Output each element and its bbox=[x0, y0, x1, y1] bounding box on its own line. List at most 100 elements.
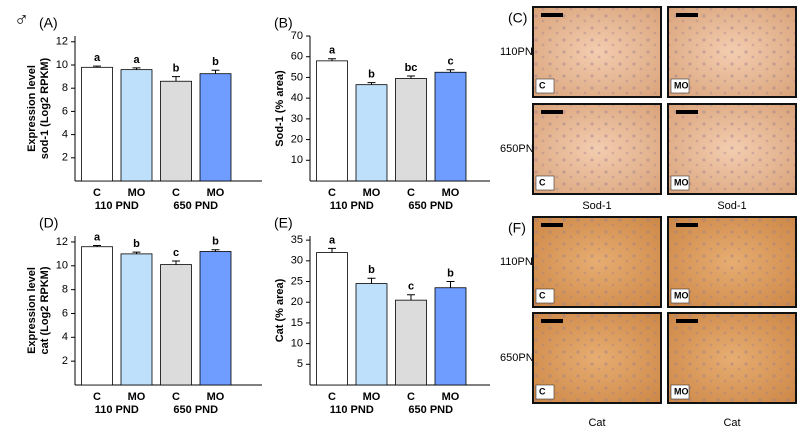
scale-bar bbox=[676, 110, 698, 114]
x-tick-label: C bbox=[407, 391, 415, 403]
y-axis-label: sod-1 (Log2 RPKM) bbox=[39, 57, 51, 159]
bar bbox=[160, 80, 192, 182]
error-bar bbox=[211, 249, 220, 252]
group-label: 110 PND bbox=[95, 200, 139, 212]
error-bar bbox=[407, 75, 415, 79]
scale-bar bbox=[541, 319, 563, 323]
bar bbox=[316, 60, 348, 182]
error-bar bbox=[407, 294, 415, 301]
y-tick-label: 70 bbox=[291, 30, 303, 42]
stain-label: Cat bbox=[723, 417, 740, 429]
y-tick-label: 2 bbox=[62, 355, 68, 367]
tag-box bbox=[670, 78, 690, 94]
x-tick-label: MO bbox=[442, 187, 460, 199]
panel-label: (B) bbox=[274, 15, 293, 31]
significance-letter: a bbox=[94, 52, 101, 64]
y-tick-label: 40 bbox=[291, 92, 303, 104]
y-tick-label: 10 bbox=[291, 154, 303, 166]
row-label: 650PND bbox=[500, 143, 542, 155]
y-tick-label: 10 bbox=[56, 59, 68, 71]
y-tick-label: 4 bbox=[62, 331, 68, 343]
y-tick-label: 30 bbox=[291, 255, 303, 267]
x-tick-label: C bbox=[93, 187, 101, 199]
bar bbox=[434, 71, 467, 182]
significance-letter: b bbox=[447, 267, 454, 279]
y-axis-label: cat (Log2 RPKM) bbox=[39, 266, 51, 354]
scale-bar bbox=[676, 13, 698, 17]
error-bar bbox=[93, 245, 101, 247]
significance-letter: c bbox=[447, 56, 453, 68]
group-tag: C bbox=[539, 290, 546, 300]
error-bar bbox=[367, 82, 376, 85]
micrograph-texture bbox=[669, 218, 795, 306]
error-bar bbox=[132, 251, 141, 254]
group-label: 650 PND bbox=[173, 404, 218, 416]
bar bbox=[81, 66, 113, 182]
group-label: 650 PND bbox=[408, 404, 453, 416]
y-tick-label: 20 bbox=[291, 296, 303, 308]
stain-label: Sod-1 bbox=[717, 200, 746, 212]
y-tick-label: 12 bbox=[56, 236, 68, 248]
x-tick-label: C bbox=[172, 187, 180, 199]
x-tick-label: MO bbox=[128, 187, 146, 199]
significance-letter: b bbox=[133, 238, 140, 250]
scale-bar bbox=[676, 223, 698, 227]
significance-letter: b bbox=[368, 264, 375, 276]
x-tick-label: MO bbox=[363, 187, 381, 199]
y-tick-label: 60 bbox=[291, 51, 303, 63]
tag-box bbox=[535, 288, 555, 304]
y-axis-label: Expression level bbox=[26, 267, 38, 354]
error-bar bbox=[446, 69, 455, 73]
group-tag: MO bbox=[674, 386, 689, 396]
error-bar bbox=[172, 76, 180, 82]
error-bar bbox=[446, 281, 455, 288]
y-axis-label: Expression level bbox=[26, 65, 38, 152]
panel-label: (C) bbox=[508, 10, 527, 26]
row-label: 650PND bbox=[500, 352, 542, 364]
significance-letter: a bbox=[94, 231, 101, 243]
bar bbox=[81, 246, 113, 386]
panel-label: (D) bbox=[39, 215, 58, 231]
error-bar bbox=[211, 69, 220, 74]
tag-box bbox=[670, 175, 690, 191]
y-tick-label: 10 bbox=[56, 260, 68, 272]
scale-bar bbox=[541, 110, 563, 114]
tag-box bbox=[535, 384, 555, 400]
group-tag: C bbox=[539, 80, 546, 90]
bar bbox=[355, 283, 388, 386]
error-bar bbox=[93, 65, 101, 68]
y-tick-label: 2 bbox=[62, 152, 68, 164]
scale-bar bbox=[541, 223, 563, 227]
y-tick-label: 8 bbox=[62, 82, 68, 94]
micrograph-texture bbox=[669, 314, 795, 402]
significance-letter: b bbox=[212, 236, 219, 248]
panel-label: (F) bbox=[508, 220, 526, 236]
micrograph-texture bbox=[669, 105, 795, 193]
panel-label: (A) bbox=[39, 15, 58, 31]
bar bbox=[395, 299, 427, 386]
significance-letter: b bbox=[212, 56, 219, 68]
bar bbox=[120, 253, 153, 386]
micrograph-texture bbox=[534, 218, 660, 306]
bar bbox=[434, 287, 467, 386]
sex-symbol: ♂ bbox=[14, 8, 29, 30]
x-tick-label: MO bbox=[128, 391, 146, 403]
error-bar bbox=[328, 247, 336, 253]
x-tick-label: MO bbox=[207, 391, 225, 403]
y-tick-label: 20 bbox=[291, 133, 303, 145]
group-label: 650 PND bbox=[408, 200, 453, 212]
tag-box bbox=[670, 288, 690, 304]
group-tag: MO bbox=[674, 290, 689, 300]
group-label: 110 PND bbox=[95, 404, 139, 416]
row-label: 110PND bbox=[500, 46, 541, 58]
significance-letter: bc bbox=[405, 62, 418, 74]
error-bar bbox=[172, 260, 180, 265]
group-label: 650 PND bbox=[173, 200, 218, 212]
y-tick-label: 6 bbox=[62, 105, 68, 117]
significance-letter: b bbox=[368, 69, 375, 81]
x-tick-label: MO bbox=[207, 187, 225, 199]
stain-label: Cat bbox=[588, 417, 605, 429]
tag-box bbox=[670, 384, 690, 400]
micrograph-texture bbox=[534, 314, 660, 402]
significance-letter: b bbox=[173, 63, 180, 75]
